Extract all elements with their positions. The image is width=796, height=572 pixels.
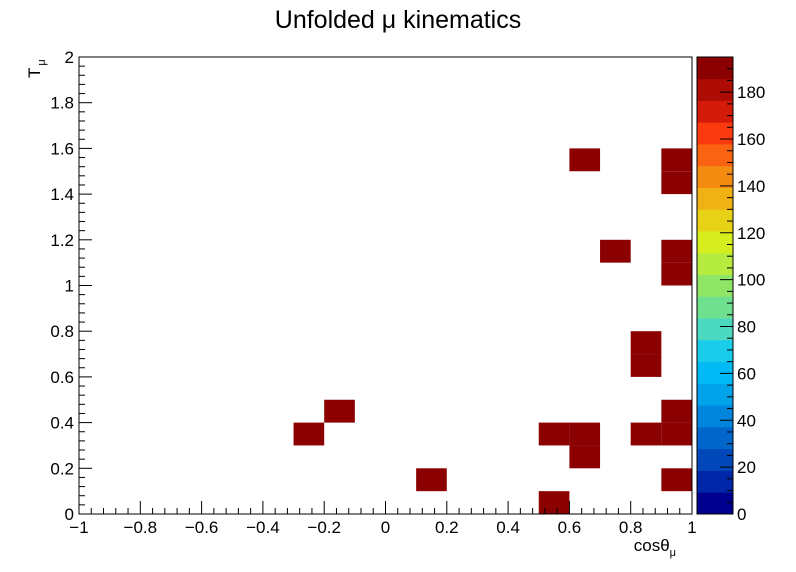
y-tick-label: 1.2 xyxy=(50,231,74,250)
color-scale-band xyxy=(697,165,733,188)
x-tick-label: −0.6 xyxy=(185,518,219,537)
color-scale-band xyxy=(697,470,733,493)
color-scale-band xyxy=(697,100,733,123)
x-tick-label: 0 xyxy=(381,518,390,537)
heatmap-cell xyxy=(661,148,692,172)
y-tick-label: 0.4 xyxy=(50,414,74,433)
chart-title: Unfolded μ kinematics xyxy=(275,6,521,34)
color-scale-band xyxy=(697,274,733,297)
heatmap-cell xyxy=(630,354,662,377)
heatmap-cell xyxy=(661,171,692,195)
color-scale-band xyxy=(697,187,733,210)
y-tick-label: 0.8 xyxy=(50,322,74,341)
y-tick-label: 0.2 xyxy=(50,459,74,478)
color-scale-band xyxy=(697,405,733,428)
y-tick-label: 2 xyxy=(65,48,74,67)
color-scale-label: 120 xyxy=(737,224,765,243)
y-tick-label: 0 xyxy=(65,505,74,524)
x-tick-label: −1 xyxy=(69,518,88,537)
color-scale-band xyxy=(697,296,733,319)
heatmap-cell xyxy=(630,422,662,446)
color-scale-label: 140 xyxy=(737,177,765,196)
heatmap-cells xyxy=(293,148,692,514)
color-scale-band xyxy=(697,78,733,101)
x-axis-label: cosθμ xyxy=(634,536,676,559)
heatmap-cell xyxy=(661,262,692,286)
heatmap-cell xyxy=(661,239,692,263)
x-tick-label: 0.6 xyxy=(558,518,582,537)
color-scale-band xyxy=(697,122,733,145)
heatmap-cell xyxy=(538,491,570,514)
color-scale-band xyxy=(697,57,733,80)
color-scale-label: 100 xyxy=(737,271,765,290)
x-axis: −1 −0.8 −0.6 −0.4 −0.2 0 0.2 0.4 0.6 0.8 1 xyxy=(69,501,697,537)
color-scale-label: 80 xyxy=(737,318,756,337)
color-scale-band xyxy=(697,448,733,471)
color-scale-band xyxy=(697,231,733,254)
color-scale-label: 180 xyxy=(737,83,765,102)
heatmap-cell xyxy=(569,422,601,446)
color-scale-label: 60 xyxy=(737,364,756,383)
heatmap-cell xyxy=(630,331,662,355)
x-tick-label: 0.4 xyxy=(496,518,520,537)
color-scale-band xyxy=(697,252,733,276)
x-axis-label-sub: μ xyxy=(670,547,676,559)
heatmap-cell xyxy=(538,422,570,446)
y-axis-label-main: T xyxy=(25,68,44,78)
color-scale-band xyxy=(697,144,733,167)
color-scale-band xyxy=(697,318,733,341)
heatmap-cell xyxy=(661,422,692,446)
color-scale-label: 20 xyxy=(737,458,756,477)
y-tick-label: 1.4 xyxy=(50,185,74,204)
heatmap-cell xyxy=(416,468,447,492)
color-scale-label: 160 xyxy=(737,130,765,149)
color-scale-band xyxy=(697,209,733,232)
color-scale-band xyxy=(697,361,733,384)
color-scale: 0 20 40 60 80 100 120 140 160 180 xyxy=(696,56,765,524)
x-tick-label: 1 xyxy=(687,518,696,537)
x-axis-label-main: cosθ xyxy=(634,536,670,555)
color-scale-label: 40 xyxy=(737,411,756,430)
color-scale-frame xyxy=(696,56,734,515)
heatmap-cell xyxy=(293,422,325,446)
heatmap-cell xyxy=(600,239,631,263)
x-tick-label: −0.8 xyxy=(124,518,158,537)
y-axis-label-sub: μ xyxy=(36,59,48,65)
y-axis: 0 0.2 0.4 0.6 0.8 1 1.2 1.4 1.6 1.8 2 xyxy=(50,48,92,524)
y-tick-label: 1 xyxy=(65,277,74,296)
x-tick-label: 0.8 xyxy=(619,518,643,537)
x-tick-label: −0.4 xyxy=(246,518,280,537)
heatmap-cell xyxy=(569,445,601,469)
color-scale-band xyxy=(697,492,733,515)
y-tick-label: 1.6 xyxy=(50,139,74,158)
color-scale-band xyxy=(697,339,733,363)
heatmap-cell xyxy=(661,399,692,423)
x-tick-label: 0.2 xyxy=(435,518,459,537)
heatmap-cell xyxy=(569,148,601,172)
color-scale-band xyxy=(697,383,733,406)
x-tick-label: −0.2 xyxy=(307,518,341,537)
y-axis-label: Tμ xyxy=(25,59,48,78)
heatmap-cell xyxy=(324,399,355,423)
color-scale-label: 0 xyxy=(737,505,746,524)
y-tick-label: 0.6 xyxy=(50,368,74,387)
y-tick-label: 1.8 xyxy=(50,94,74,113)
color-scale-band xyxy=(697,426,733,450)
y-axis-label-group: Tμ xyxy=(25,59,48,78)
heatmap-cell xyxy=(661,468,692,492)
